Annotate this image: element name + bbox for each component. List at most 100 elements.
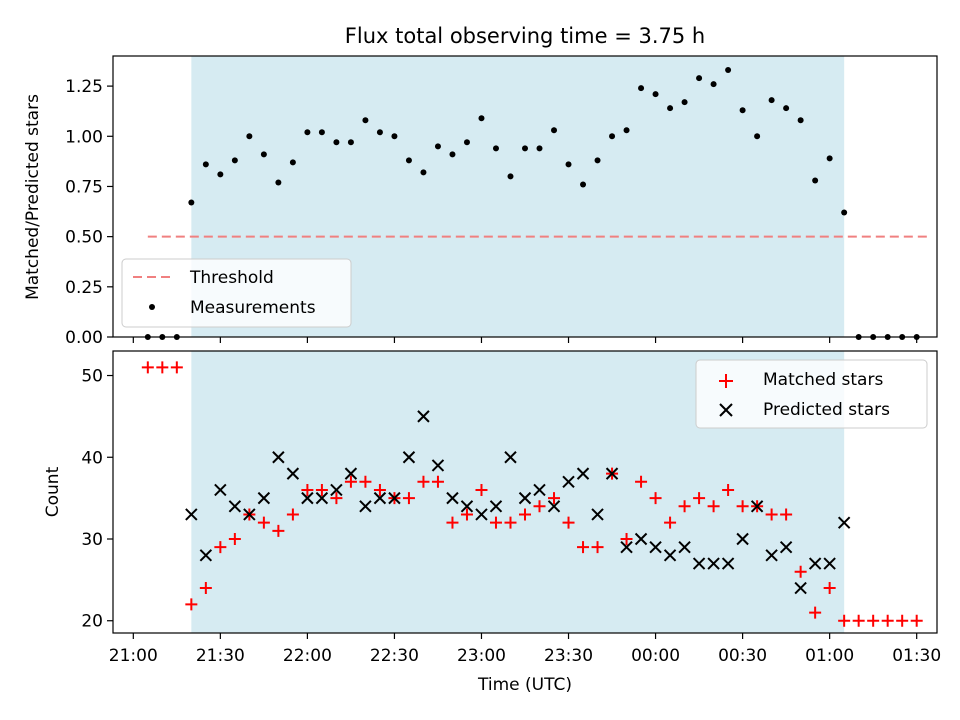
top-y-tick-label: 0.50 <box>65 228 103 248</box>
predicted-star-point <box>823 557 836 570</box>
predicted-star-point <box>634 532 648 546</box>
predicted-star-point <box>605 467 619 480</box>
predicted-star-point <box>185 508 198 521</box>
matched-star-point <box>156 361 169 374</box>
matched-star-point <box>402 492 415 505</box>
predicted-star-point <box>736 532 749 546</box>
predicted-star-point <box>257 491 271 505</box>
legend-threshold-label: Threshold <box>189 268 274 288</box>
matched-star-point <box>736 500 749 513</box>
matched-star-point <box>649 492 662 505</box>
top-y-axis: 0.00 0.25 0.50 0.75 1.00 1.25 <box>65 77 113 348</box>
matched-star-point <box>475 483 488 496</box>
measurement-point <box>318 129 325 136</box>
measurement-point <box>362 117 369 124</box>
top-plot-frame <box>112 55 938 338</box>
predicted-star-point <box>591 508 604 521</box>
measurement-point <box>826 155 833 162</box>
measurement-point <box>768 97 775 104</box>
predicted-star-point <box>402 451 416 464</box>
top-y-tick-label: 1.25 <box>65 77 103 97</box>
predicted-star-point <box>199 549 213 562</box>
matched-star-point <box>417 475 430 488</box>
measurement-point <box>681 99 688 106</box>
predicted-star-point <box>576 467 590 480</box>
matched-star-point <box>199 582 212 595</box>
predicted-star-point <box>779 540 793 554</box>
measurement-point <box>333 139 340 146</box>
predicted-star-point <box>721 557 735 570</box>
measurement-point <box>725 67 732 74</box>
legend-measurements-label: Measurements <box>190 298 316 318</box>
predicted-stars-series <box>185 410 851 595</box>
bottom-x-tick-label: 21:00 <box>109 646 158 666</box>
measurement-point <box>304 129 311 136</box>
matched-star-point <box>431 475 444 488</box>
matched-star-point <box>301 483 314 496</box>
matched-star-point <box>315 483 328 496</box>
predicted-star-point <box>504 451 517 464</box>
measurement-point <box>812 177 819 184</box>
matched-star-point <box>693 492 706 505</box>
bottom-x-tick-label: 23:30 <box>544 646 593 666</box>
matched-star-point <box>359 475 372 488</box>
matched-star-point <box>823 582 836 595</box>
top-legend-box <box>121 258 352 328</box>
predicted-star-point <box>707 557 720 570</box>
bottom-x-tick-label: 22:30 <box>370 646 419 666</box>
matched-star-point <box>548 492 561 505</box>
matched-star-point <box>344 475 357 488</box>
legend-predicted-swatch <box>719 403 733 417</box>
matched-star-point <box>489 516 502 529</box>
matched-star-point <box>794 565 807 578</box>
bottom-legend-box <box>695 359 928 429</box>
bottom-x-axis-label: Time (UTC) <box>477 675 572 695</box>
matched-star-point <box>373 483 386 496</box>
top-y-tick-label: 0.00 <box>65 328 103 348</box>
measurement-point <box>696 75 703 82</box>
matched-star-point <box>286 508 299 521</box>
matched-star-point <box>678 500 691 513</box>
matched-star-point <box>519 508 531 521</box>
measurement-point <box>492 145 499 152</box>
predicted-star-point <box>678 540 691 554</box>
matched-star-point <box>722 483 735 496</box>
predicted-star-point <box>214 483 227 497</box>
matched-star-point <box>257 516 270 529</box>
measurement-point <box>231 157 238 164</box>
measurement-point <box>551 127 558 134</box>
bottom-x-tick-label: 22:00 <box>283 646 332 666</box>
measurement-point <box>434 143 441 150</box>
measurement-point <box>565 161 572 168</box>
bottom-x-tick-label: 21:30 <box>196 646 245 666</box>
measurement-point <box>667 105 674 112</box>
measurement-point <box>246 133 253 140</box>
matched-star-point <box>896 614 909 627</box>
bottom-x-tick-label: 01:30 <box>892 646 941 666</box>
measurement-point <box>260 151 267 158</box>
measurement-point <box>754 133 761 140</box>
matched-star-point <box>591 541 604 554</box>
top-y-axis-label: Matched/Predicted stars <box>23 94 43 300</box>
predicted-star-point <box>286 467 300 480</box>
measurement-point <box>710 81 717 88</box>
matched-star-point <box>910 614 923 627</box>
matched-star-point <box>533 500 546 513</box>
measurement-point <box>522 145 528 152</box>
measurement-point <box>449 151 456 158</box>
predicted-star-point <box>765 549 778 562</box>
matched-star-point <box>214 541 227 554</box>
matched-star-point <box>867 614 880 627</box>
measurement-point <box>217 171 224 178</box>
matched-star-point <box>838 614 851 627</box>
bottom-y-axis-label: Count <box>43 466 63 517</box>
matched-star-point <box>664 516 677 529</box>
matched-star-point <box>141 361 154 374</box>
bottom-panel: 20 30 40 50 21:00 21:30 22:00 22:30 23:00 23:30 0… <box>43 350 941 695</box>
top-x-axis <box>132 337 918 343</box>
measurement-point <box>289 159 296 166</box>
matched-star-point <box>620 533 633 545</box>
measurement-point <box>188 199 195 206</box>
matched-star-point <box>707 500 720 513</box>
